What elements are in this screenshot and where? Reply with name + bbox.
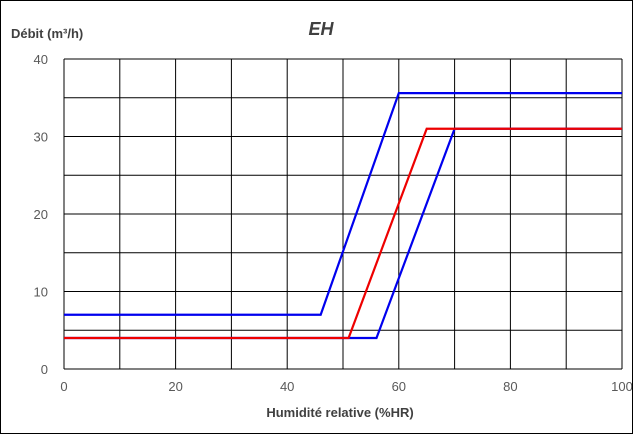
y-axis-label: Débit (m³/h) xyxy=(11,26,83,41)
x-tick-label: 80 xyxy=(503,379,517,394)
x-tick-label: 20 xyxy=(168,379,182,394)
series-line-1 xyxy=(64,91,622,316)
chart-title: EH xyxy=(308,19,334,39)
tick-labels: 0 20 40 60 80 100 0 10 20 30 40 xyxy=(34,52,633,394)
grid xyxy=(63,58,623,370)
series-line-3 xyxy=(64,127,622,340)
y-tick-label: 30 xyxy=(34,130,48,145)
x-tick-label: 100 xyxy=(611,379,632,394)
x-tick-label: 60 xyxy=(392,379,406,394)
x-axis-label: Humidité relative (%HR) xyxy=(266,405,413,420)
x-tick-label: 0 xyxy=(60,379,67,394)
x-tick-label: 40 xyxy=(280,379,294,394)
y-tick-label: 0 xyxy=(41,362,48,377)
series-group xyxy=(64,91,622,340)
y-tick-label: 40 xyxy=(34,52,48,67)
y-tick-label: 10 xyxy=(34,285,48,300)
y-tick-label: 20 xyxy=(34,207,48,222)
